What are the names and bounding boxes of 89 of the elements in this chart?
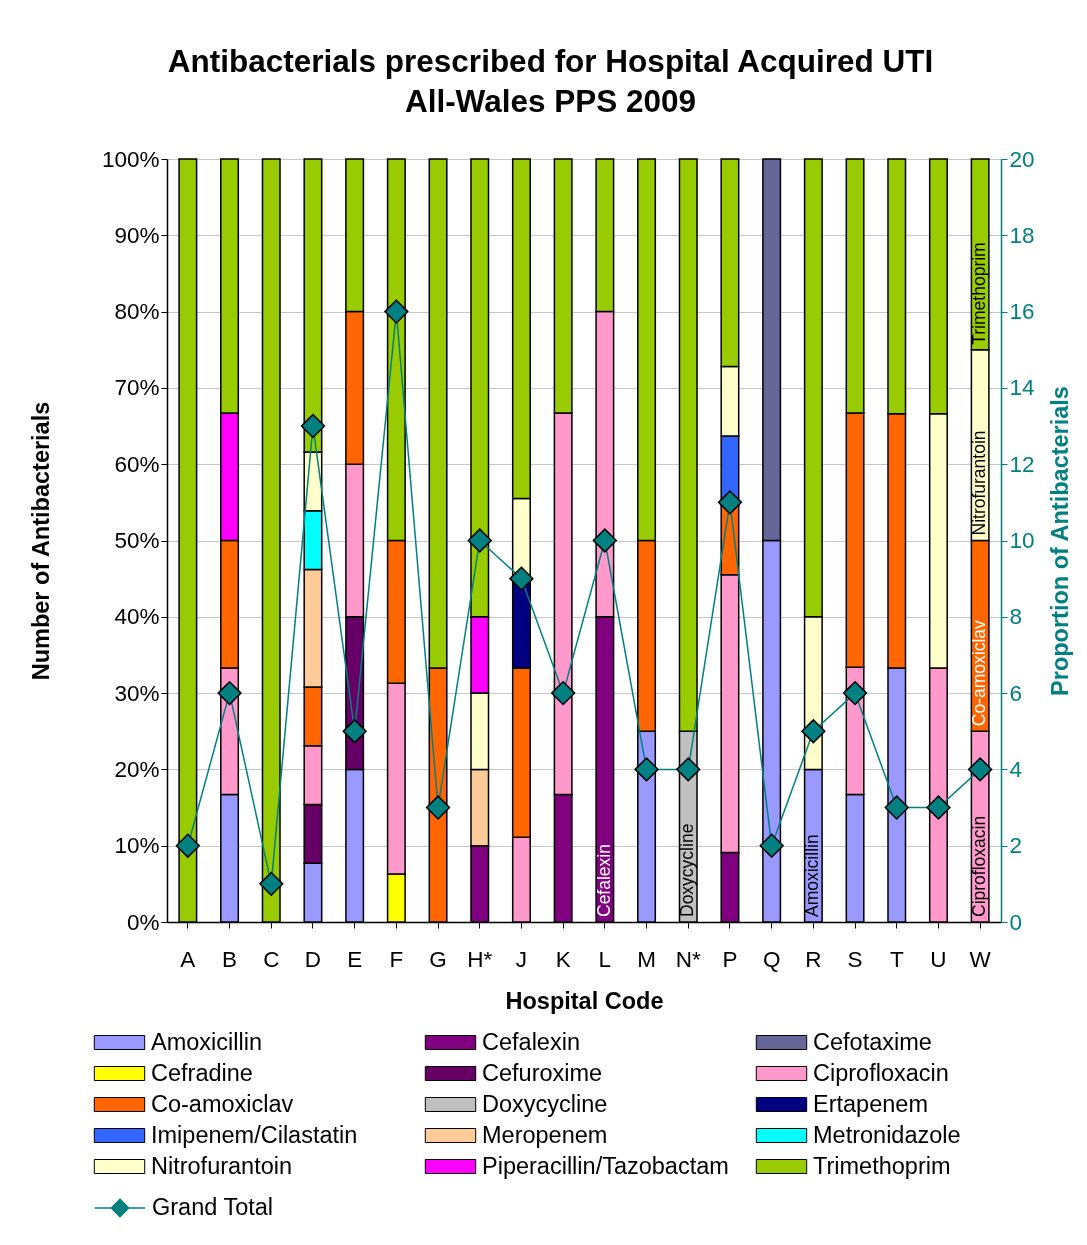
legend-label: Meropenem [482, 1121, 608, 1148]
x-tick-label: S [847, 946, 863, 972]
point [175, 833, 200, 858]
y-tick-label: 60% [114, 451, 160, 477]
point [592, 528, 617, 553]
x-tick-label: L [598, 946, 612, 972]
point [217, 680, 242, 706]
legend-label: Trimethoprim [813, 1152, 951, 1179]
x-tick-label: J [515, 946, 528, 972]
y2-tick-label: 14 [1009, 375, 1035, 401]
legend-label: Ciprofloxacin [813, 1059, 949, 1086]
y-tick-label: 10% [114, 833, 160, 859]
legend-label: Cefotaxime [813, 1028, 932, 1055]
legend-label: Cefuroxime [482, 1059, 603, 1086]
annotation: Cefalexin [593, 844, 614, 917]
y-tick-label: 30% [114, 680, 160, 706]
y-tick-label: 100% [101, 146, 160, 172]
legend-label: Piperacillin/Tazobactam [482, 1152, 729, 1179]
y2-tick-label: 16 [1009, 299, 1035, 325]
point [300, 413, 326, 439]
x-tick-label: G [429, 946, 447, 972]
y-tick-label: 70% [114, 375, 160, 401]
x-tick-label: T [889, 946, 904, 972]
point [342, 719, 367, 744]
legend-label: Cefradine [151, 1059, 253, 1086]
point [467, 528, 492, 553]
legend-label: Nitrofurantoin [151, 1152, 293, 1179]
x-tick-label: A [180, 946, 196, 972]
x-tick-label: M [637, 946, 656, 972]
y-axis-title: Number of Antibacterials [27, 401, 54, 681]
point [551, 680, 576, 706]
legend-label: Co-amoxiclav [151, 1090, 294, 1117]
point [634, 757, 659, 782]
y2-axis-title: Proportion of Antibacterials [1046, 386, 1073, 696]
y2-tick-label: 12 [1009, 451, 1035, 477]
x-tick-label: E [347, 946, 363, 972]
y2-tick-label: 6 [1009, 680, 1023, 706]
x-tick-label: R [805, 946, 822, 972]
annotation: Trimethoprim [969, 242, 990, 345]
x-tick-label: Q [762, 946, 781, 972]
point [926, 795, 951, 820]
x-tick-label: C [263, 946, 280, 972]
y2-tick-label: 10 [1009, 528, 1035, 553]
y2-tick-label: 2 [1009, 833, 1023, 859]
legend-label: Cefalexin [482, 1028, 580, 1055]
y2-tick-label: 4 [1009, 756, 1023, 782]
legend-label: Doxycycline [482, 1090, 608, 1117]
x-tick-label: W [969, 946, 992, 972]
point [384, 299, 409, 324]
y2-tick-label: 20 [1009, 146, 1035, 172]
point [425, 795, 451, 820]
point [717, 490, 743, 515]
x-tick-label: K [555, 946, 571, 972]
point [884, 795, 909, 820]
y2-tick-label: 0 [1009, 909, 1023, 935]
y-tick-label: 50% [114, 528, 160, 553]
y-tick-label: 90% [114, 222, 160, 248]
y-tick-label: 40% [114, 604, 160, 630]
point [509, 566, 534, 591]
x-axis-title: Hospital Code [505, 988, 664, 1014]
y2-tick-label: 18 [1009, 222, 1035, 248]
y2-tick-label: 8 [1009, 604, 1023, 630]
point [676, 757, 701, 782]
y-tick-label: 20% [114, 756, 160, 782]
legend-label: Grand Total [152, 1194, 274, 1220]
x-tick-label: N* [675, 946, 701, 972]
legend-label: Ertapenem [813, 1090, 928, 1117]
x-tick-label: H* [467, 946, 493, 972]
annotation: Nitrofurantoin [969, 430, 990, 536]
x-tick-label: P [722, 946, 738, 972]
x-tick-label: B [222, 946, 238, 972]
annotation: Amoxicillin [802, 834, 823, 917]
annotation: Ciprofloxacin [969, 815, 990, 917]
x-tick-label: D [304, 946, 322, 972]
legend-label: Metronidazole [813, 1121, 961, 1148]
x-tick-label: F [389, 946, 404, 972]
x-tick-label: U [930, 946, 947, 972]
annotation: Doxycycline [677, 823, 698, 917]
legend-label: Imipenem/Cilastatin [151, 1121, 358, 1148]
point [801, 719, 826, 744]
chart-title: Antibacterials prescribed for Hospital Acquired UTI All-Wales PPS 2009 [167, 42, 934, 119]
y-tick-label: 80% [114, 299, 160, 325]
legend-label: Amoxicillin [151, 1028, 262, 1055]
point [759, 833, 784, 858]
point [968, 757, 993, 782]
annotation: Co-amoxiclav [969, 620, 990, 727]
y-tick-label: 0% [126, 909, 160, 935]
point [259, 871, 284, 896]
point [842, 680, 868, 706]
